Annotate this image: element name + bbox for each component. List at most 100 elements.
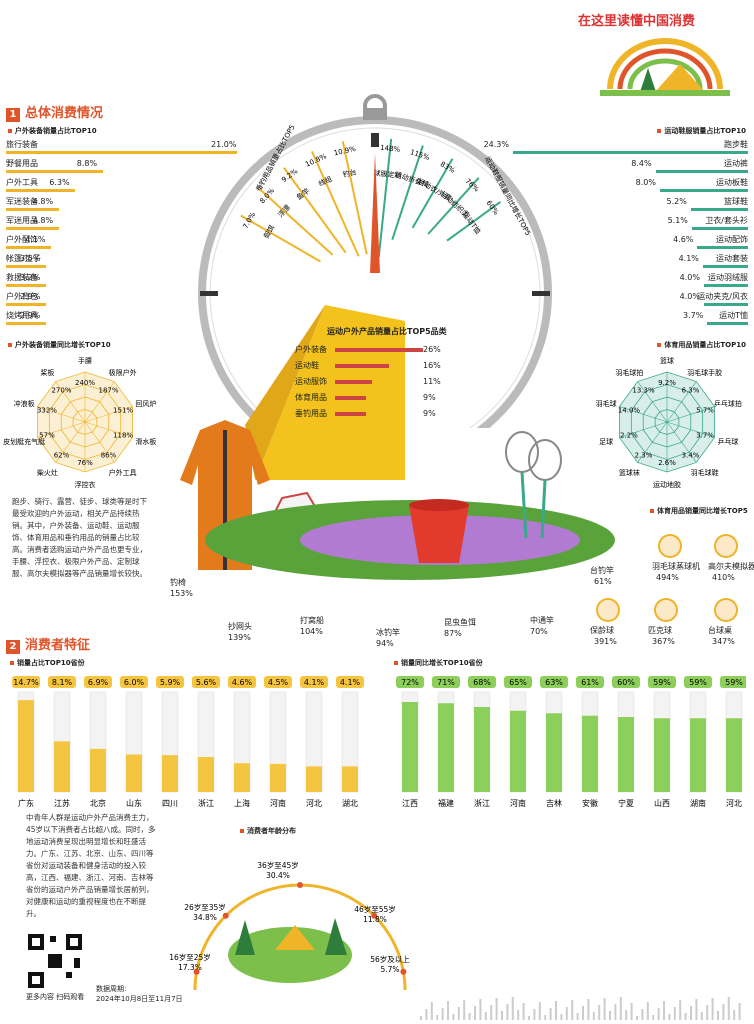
fishing-value: 139% bbox=[228, 633, 251, 642]
list-value: 2.9% bbox=[20, 311, 41, 320]
svg-text:5.7%: 5.7% bbox=[696, 407, 714, 415]
age-value: 5.7% bbox=[380, 965, 399, 974]
list-value: 4.1% bbox=[678, 254, 699, 263]
category-label: 浙江 bbox=[474, 798, 490, 808]
svg-text:332%: 332% bbox=[37, 407, 57, 415]
value-badge bbox=[264, 676, 292, 688]
svg-text:足球: 足球 bbox=[599, 437, 613, 446]
value-badge bbox=[48, 676, 76, 688]
share-bar bbox=[6, 170, 103, 173]
category-label: 湖北 bbox=[342, 799, 358, 808]
tent-bar bbox=[335, 380, 373, 384]
bar bbox=[342, 766, 358, 792]
svg-text:滑水板: 滑水板 bbox=[135, 437, 156, 446]
list-label: 运动羽绒服 bbox=[708, 273, 748, 282]
tent-value: 16% bbox=[423, 361, 441, 370]
bar bbox=[474, 707, 490, 792]
fishing-value: 153% bbox=[170, 589, 193, 598]
sport-shoes-list: 跑步鞋 24.3% 运动裤 8.4% 运动板鞋 8.0% 篮球鞋 5.2% 卫衣/套头衫 5.1%… bbox=[484, 140, 748, 330]
age-value: 34.8% bbox=[193, 913, 217, 922]
share-bar bbox=[702, 265, 748, 268]
tent-label: 垂钓用品 bbox=[295, 409, 327, 418]
sport-share-radar: 9.2% 篮球 6.3% 羽毛球手胶 5.7%乒乓球拍 3.7%乒乓球 3.4% 羽毛球鞋 2.… bbox=[596, 356, 742, 489]
sport-share-title: 体育用品销量占比TOP10 bbox=[657, 340, 746, 350]
list-value: 5.1% bbox=[667, 216, 688, 225]
fishing-label: 昆虫鱼饵 bbox=[444, 618, 476, 627]
value-label: 5.6% bbox=[196, 678, 217, 687]
share-bar bbox=[6, 227, 59, 230]
age-label: 56岁及以上 bbox=[370, 954, 410, 964]
tent-value: 9% bbox=[423, 409, 436, 418]
svg-text:乒乓球: 乒乓球 bbox=[717, 437, 738, 446]
list-item: 篮球鞋 5.2% bbox=[508, 197, 748, 216]
list-item: 运动套装 4.1% bbox=[508, 254, 748, 273]
sport-growth-label: 高尔夫模拟器 bbox=[708, 562, 754, 571]
bar bbox=[546, 713, 562, 792]
list-item: 户外配饰 4.1% bbox=[6, 235, 246, 254]
svg-text:运动地胶: 运动地胶 bbox=[653, 480, 681, 489]
value-label: 14.7% bbox=[13, 678, 39, 687]
value-label: 6.9% bbox=[88, 678, 109, 687]
bar bbox=[162, 755, 178, 792]
category-label: 山西 bbox=[654, 798, 670, 808]
category-label: 广东 bbox=[18, 798, 34, 808]
list-label: 军迷用品 bbox=[6, 216, 38, 225]
svg-text:240%: 240% bbox=[75, 379, 95, 387]
sport-growth-value: 494% bbox=[656, 573, 679, 582]
tent-value: 26% bbox=[423, 345, 441, 354]
qr-code[interactable] bbox=[26, 932, 84, 990]
svg-text:187%: 187% bbox=[99, 387, 119, 395]
value-label: 71% bbox=[437, 678, 455, 687]
value-label: 4.1% bbox=[304, 678, 325, 687]
svg-text:羽毛球手胶: 羽毛球手胶 bbox=[687, 368, 722, 377]
category-label: 河南 bbox=[510, 798, 526, 808]
svg-text:148%: 148% bbox=[380, 144, 401, 154]
age-value: 30.4% bbox=[266, 871, 290, 880]
category-label: 四川 bbox=[162, 799, 178, 808]
age-point bbox=[400, 968, 407, 975]
tent-bar bbox=[335, 412, 366, 416]
category-label: 江苏 bbox=[54, 798, 70, 808]
list-item: 帐篷/垫子 3.5% bbox=[6, 254, 246, 273]
fishing-label: 抄网头 bbox=[228, 622, 252, 631]
age-point bbox=[371, 912, 378, 919]
value-badge bbox=[684, 676, 712, 688]
value-badge bbox=[576, 676, 604, 688]
svg-text:9.2%: 9.2% bbox=[658, 379, 676, 387]
period-value: 2024年10月8日至11月7日 bbox=[96, 995, 183, 1003]
list-item: 军迷装备 4.8% bbox=[6, 197, 246, 216]
list-item: 运动T恤 3.7% bbox=[508, 311, 748, 330]
bar bbox=[54, 741, 70, 792]
svg-text:柴火灶: 柴火灶 bbox=[37, 468, 58, 477]
svg-text:钓台: 钓台 bbox=[342, 167, 358, 179]
tent-row: 垂钓用品 9% bbox=[295, 407, 465, 423]
province-growth-chart: 72% 江西 71% 福建 68% 浙江 65% 河南 63% 吉林 61% 安徽 60% 宁夏 59% 山西… bbox=[396, 676, 746, 808]
fishing-label: 钓椅 bbox=[170, 578, 186, 587]
list-item: 救援装备 3.2% bbox=[6, 273, 246, 292]
bar bbox=[618, 717, 634, 792]
svg-text:14.0%: 14.0% bbox=[618, 407, 641, 415]
list-label: 运动配饰 bbox=[716, 235, 748, 244]
value-badge bbox=[336, 676, 364, 688]
svg-text:3.4%: 3.4% bbox=[682, 451, 700, 459]
fishing-label: 打窝船 bbox=[300, 616, 324, 625]
list-item: 烧烤用具 2.9% bbox=[6, 311, 246, 330]
list-item: 军迷用品 4.8% bbox=[6, 216, 246, 235]
sport-growth-value: 61% bbox=[594, 577, 612, 586]
list-value: 8.8% bbox=[76, 159, 98, 168]
value-label: 59% bbox=[689, 678, 707, 687]
list-value: 5.2% bbox=[666, 197, 687, 206]
value-label: 8.1% bbox=[52, 678, 73, 687]
tent-chart: 运动户外产品销量占比TOP5品类 户外装备 26% 运动鞋 16% 运动服饰 11% 体育用… bbox=[245, 305, 465, 480]
body-text-2: 中青年人群是运动户外产品消费主力，45岁以下消费者占比超八成。同时，多地运动消费… bbox=[26, 813, 156, 918]
share-bar bbox=[704, 303, 748, 306]
svg-text:浮控衣: 浮控衣 bbox=[75, 480, 96, 489]
tent-row: 体育用品 9% bbox=[295, 391, 465, 407]
svg-text:篮球袜: 篮球袜 bbox=[619, 468, 640, 477]
list-label: 卫衣/套头衫 bbox=[705, 216, 748, 225]
svg-text:2.2%: 2.2% bbox=[620, 431, 638, 439]
gauge-dial: 垂钓用品销量占比TOP5 运动鞋服销量同比增长TOP57.0%假饵8.0%浮漂9.… bbox=[198, 94, 552, 428]
sport-growth-label: 匹克球 bbox=[648, 626, 672, 635]
province-growth-title: 销量同比增长TOP10省份 bbox=[394, 658, 483, 668]
